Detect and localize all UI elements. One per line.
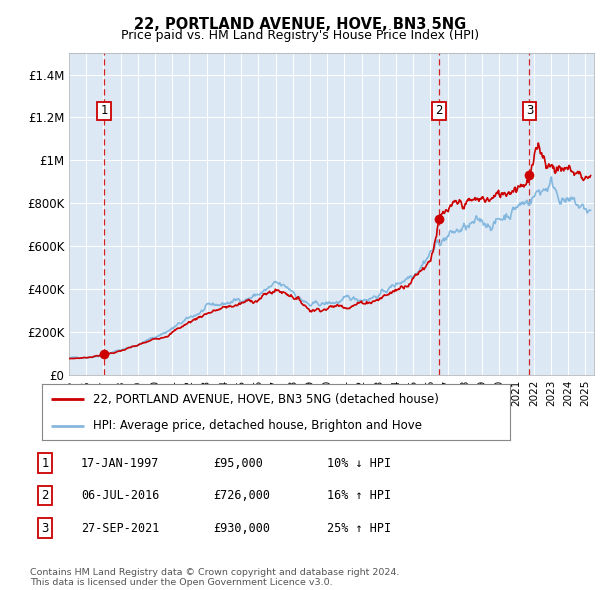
Text: £930,000: £930,000 (213, 522, 270, 535)
Text: 1: 1 (41, 457, 49, 470)
Text: 17-JAN-1997: 17-JAN-1997 (81, 457, 160, 470)
Text: 22, PORTLAND AVENUE, HOVE, BN3 5NG (detached house): 22, PORTLAND AVENUE, HOVE, BN3 5NG (deta… (94, 393, 439, 406)
Text: Price paid vs. HM Land Registry's House Price Index (HPI): Price paid vs. HM Land Registry's House … (121, 30, 479, 42)
Text: HPI: Average price, detached house, Brighton and Hove: HPI: Average price, detached house, Brig… (94, 419, 422, 432)
Text: £726,000: £726,000 (213, 489, 270, 502)
Text: 25% ↑ HPI: 25% ↑ HPI (327, 522, 391, 535)
Text: 16% ↑ HPI: 16% ↑ HPI (327, 489, 391, 502)
Text: 1: 1 (100, 104, 108, 117)
Text: 3: 3 (526, 104, 533, 117)
Text: 3: 3 (41, 522, 49, 535)
Text: 27-SEP-2021: 27-SEP-2021 (81, 522, 160, 535)
Text: £95,000: £95,000 (213, 457, 263, 470)
Text: 10% ↓ HPI: 10% ↓ HPI (327, 457, 391, 470)
Text: 22, PORTLAND AVENUE, HOVE, BN3 5NG: 22, PORTLAND AVENUE, HOVE, BN3 5NG (134, 17, 466, 31)
Text: 06-JUL-2016: 06-JUL-2016 (81, 489, 160, 502)
Text: 2: 2 (41, 489, 49, 502)
Text: 2: 2 (436, 104, 443, 117)
Text: Contains HM Land Registry data © Crown copyright and database right 2024.
This d: Contains HM Land Registry data © Crown c… (30, 568, 400, 587)
